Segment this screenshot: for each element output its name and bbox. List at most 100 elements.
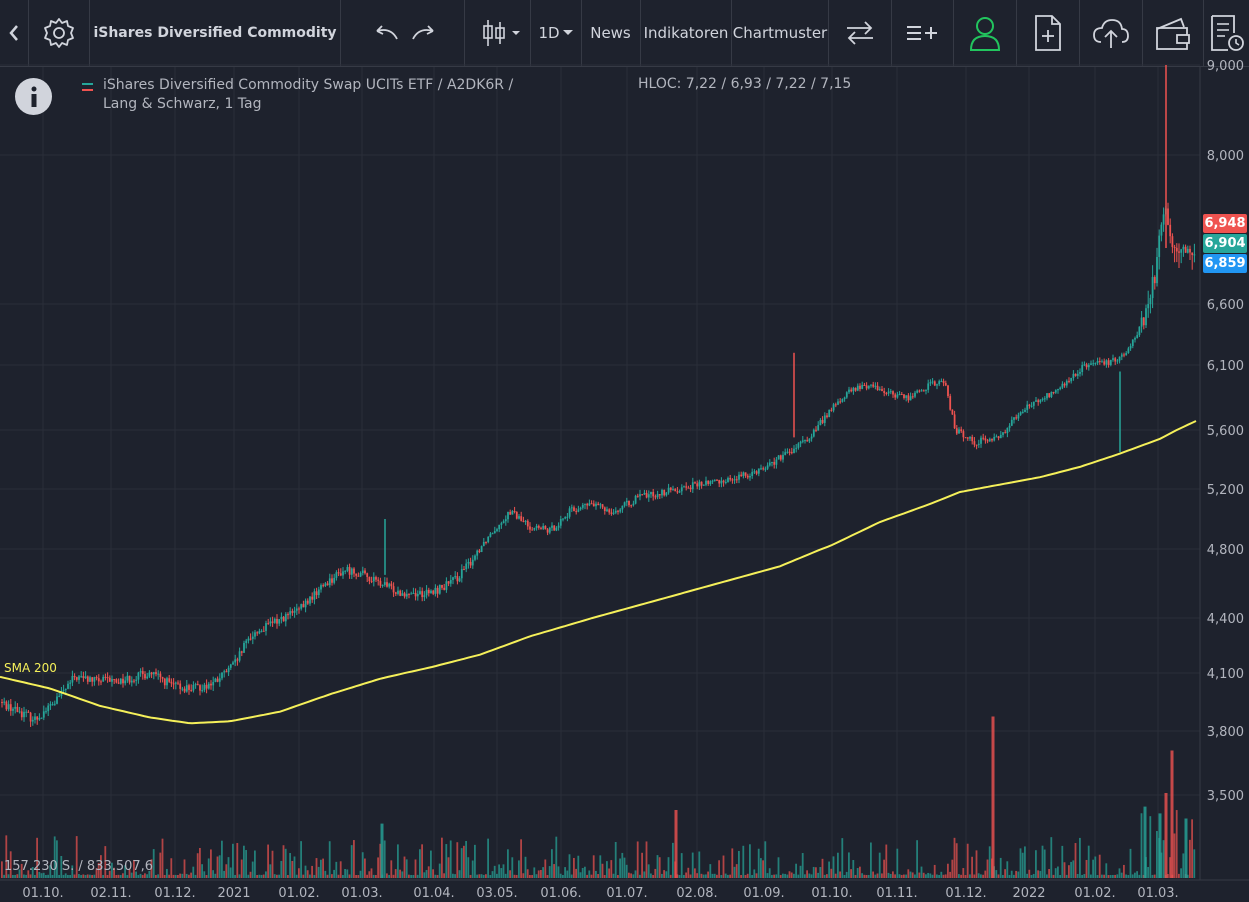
caret-down-icon (562, 30, 573, 35)
settings-button[interactable] (29, 0, 89, 66)
interval-dropdown[interactable]: 1D (531, 0, 581, 66)
volume-bar (31, 867, 34, 878)
volume-bar (999, 857, 1002, 878)
candle-body (390, 583, 393, 587)
volume-bar (291, 860, 294, 878)
volume-bar (317, 866, 320, 878)
volume-bar (342, 874, 344, 878)
candle-body (509, 511, 512, 515)
chart-type-button[interactable] (472, 0, 528, 66)
volume-bar (18, 869, 21, 878)
candle-body (216, 678, 219, 682)
compare-button[interactable] (829, 0, 891, 66)
candle-body (53, 703, 56, 705)
volume-bar (502, 864, 505, 878)
candle-body (887, 391, 890, 394)
candle-body (271, 621, 274, 623)
candle-body (102, 676, 105, 682)
news-button[interactable]: News (582, 0, 639, 66)
candle-body (1052, 391, 1055, 393)
candle-body (566, 516, 569, 518)
time-tick-label: 2022 (1012, 886, 1045, 901)
candle-body (1105, 360, 1108, 365)
indicators-label: Indikatoren (643, 24, 729, 42)
candlestick-chart-icon (483, 20, 520, 46)
volume-bar (947, 863, 949, 878)
volume-bar (650, 873, 652, 878)
candle-body (5, 701, 8, 710)
candle-body (628, 500, 630, 506)
price-tick-label: 9,000 (1207, 59, 1244, 74)
volume-bar (546, 874, 549, 878)
volume-bar (958, 874, 960, 878)
candle-body (577, 509, 580, 512)
symbol-title[interactable]: iShares Diversified Commodity (90, 0, 340, 66)
report-button[interactable] (1204, 0, 1249, 66)
volume-bar (194, 874, 197, 878)
candle-body (493, 531, 496, 534)
candle-body (1120, 354, 1123, 357)
candle-body (507, 511, 509, 520)
candle-body (760, 468, 762, 470)
volume-bar (808, 873, 811, 878)
candle-body (20, 711, 23, 718)
volume-bar (559, 873, 562, 878)
candle-body (1138, 326, 1141, 336)
wallet-button[interactable] (1143, 0, 1203, 66)
volume-bar (603, 874, 606, 878)
candle-body (452, 577, 454, 581)
candle-body (397, 590, 399, 594)
volume-bar (1191, 819, 1193, 878)
volume-bar (731, 848, 734, 878)
add-list-button[interactable] (892, 0, 952, 66)
candle-body (960, 429, 963, 432)
volume-bar (89, 874, 91, 878)
redo-button[interactable] (404, 0, 444, 66)
candle-body (86, 676, 89, 682)
cloud-upload-button[interactable] (1080, 0, 1142, 66)
info-icon[interactable] (15, 78, 52, 115)
candle-body (1171, 236, 1174, 248)
candle-body (346, 567, 349, 571)
volume-bar (135, 871, 137, 878)
sma-200-line (0, 420, 1197, 725)
volume-bar (3, 874, 5, 878)
back-button[interactable] (0, 0, 28, 66)
volume-bar (357, 874, 360, 878)
volume-bar (760, 858, 762, 878)
volume-bar (465, 840, 467, 878)
volume-bar (447, 857, 450, 878)
time-tick-label: 01.06. (540, 886, 581, 901)
candle-body (672, 489, 674, 491)
candle-body (1151, 277, 1154, 299)
volume-bar (863, 874, 866, 878)
volume-bar (656, 855, 659, 878)
volume-bar (658, 857, 661, 878)
candle-body (366, 573, 369, 577)
user-button[interactable] (954, 0, 1016, 66)
volume-bar (980, 874, 982, 878)
volume-bar (150, 859, 153, 878)
volume-bar (828, 861, 830, 878)
volume-bar (306, 870, 309, 878)
volume-bar (944, 874, 947, 878)
volume-bar (678, 874, 681, 878)
volume-info: 157.230 S. / 833.507,6 (4, 859, 154, 874)
candle-body (797, 443, 800, 448)
candle-body (634, 495, 637, 504)
patterns-button[interactable]: Chartmuster (732, 0, 828, 66)
volume-bar (764, 841, 767, 878)
time-tick-label: 03.05. (476, 886, 517, 901)
volume-bar (940, 871, 943, 878)
candle-body (1169, 224, 1172, 237)
new-document-button[interactable] (1017, 0, 1079, 66)
candle-body (368, 576, 371, 582)
volume-bar (762, 860, 764, 878)
undo-button[interactable] (366, 0, 406, 66)
volume-bar (782, 873, 784, 878)
volume-bar (694, 868, 696, 878)
volume-bar (397, 844, 399, 878)
indicators-button[interactable]: Indikatoren (641, 0, 731, 66)
candle-body (75, 677, 78, 680)
